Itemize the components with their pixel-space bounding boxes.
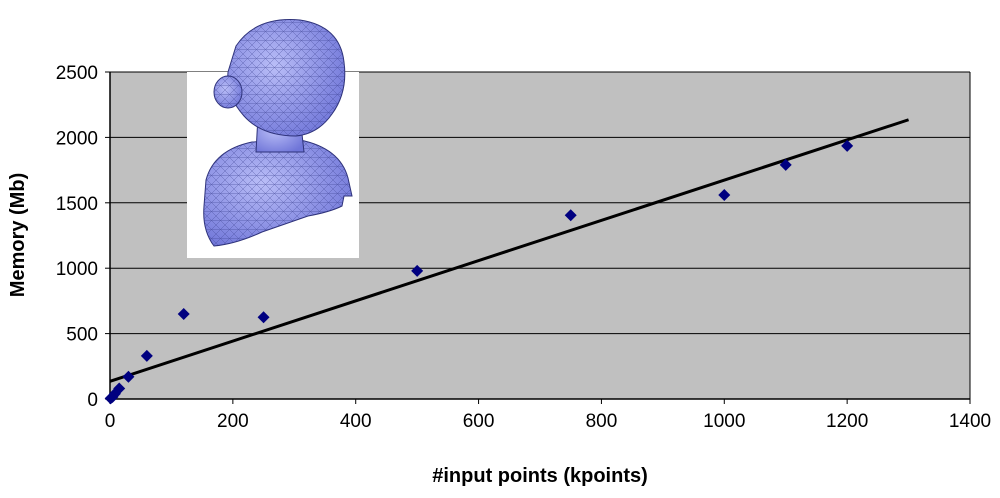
data-point [113, 382, 126, 395]
tick-labels: 0 200 400 600 800 1000 1200 1400 0 500 1000 1500 200… [56, 63, 991, 432]
data-point [718, 188, 731, 201]
x-tick-label-1000: 1000 [703, 411, 745, 432]
data-point [779, 158, 792, 171]
x-tick-label-0: 0 [105, 411, 116, 432]
x-tick-label-600: 600 [463, 411, 495, 432]
data-point [122, 370, 135, 383]
x-tick-label-400: 400 [340, 411, 372, 432]
data-points [104, 139, 854, 405]
y-tick-label-500: 500 [66, 325, 98, 346]
data-point [411, 264, 424, 277]
x-tick-label-800: 800 [586, 411, 618, 432]
trendline [109, 118, 910, 383]
y-tick-label-1500: 1500 [56, 194, 98, 215]
data-point [257, 311, 270, 324]
y-axis-title: Memory (Mb) [7, 173, 29, 297]
x-tick-label-1200: 1200 [826, 411, 868, 432]
x-tick-label-1400: 1400 [949, 411, 991, 432]
mesh-bust-inset-image [187, 19, 359, 258]
data-point [841, 139, 854, 152]
data-point [564, 209, 577, 222]
data-point [140, 349, 153, 362]
y-tick-label-2500: 2500 [56, 63, 98, 84]
x-tick-label-200: 200 [217, 411, 249, 432]
y-tick-label-2000: 2000 [56, 128, 98, 149]
x-axis-title: #input points (kpoints) [432, 465, 648, 487]
data-point [177, 307, 190, 320]
y-tick-label-1000: 1000 [56, 259, 98, 280]
y-tick-label-0: 0 [87, 390, 98, 411]
